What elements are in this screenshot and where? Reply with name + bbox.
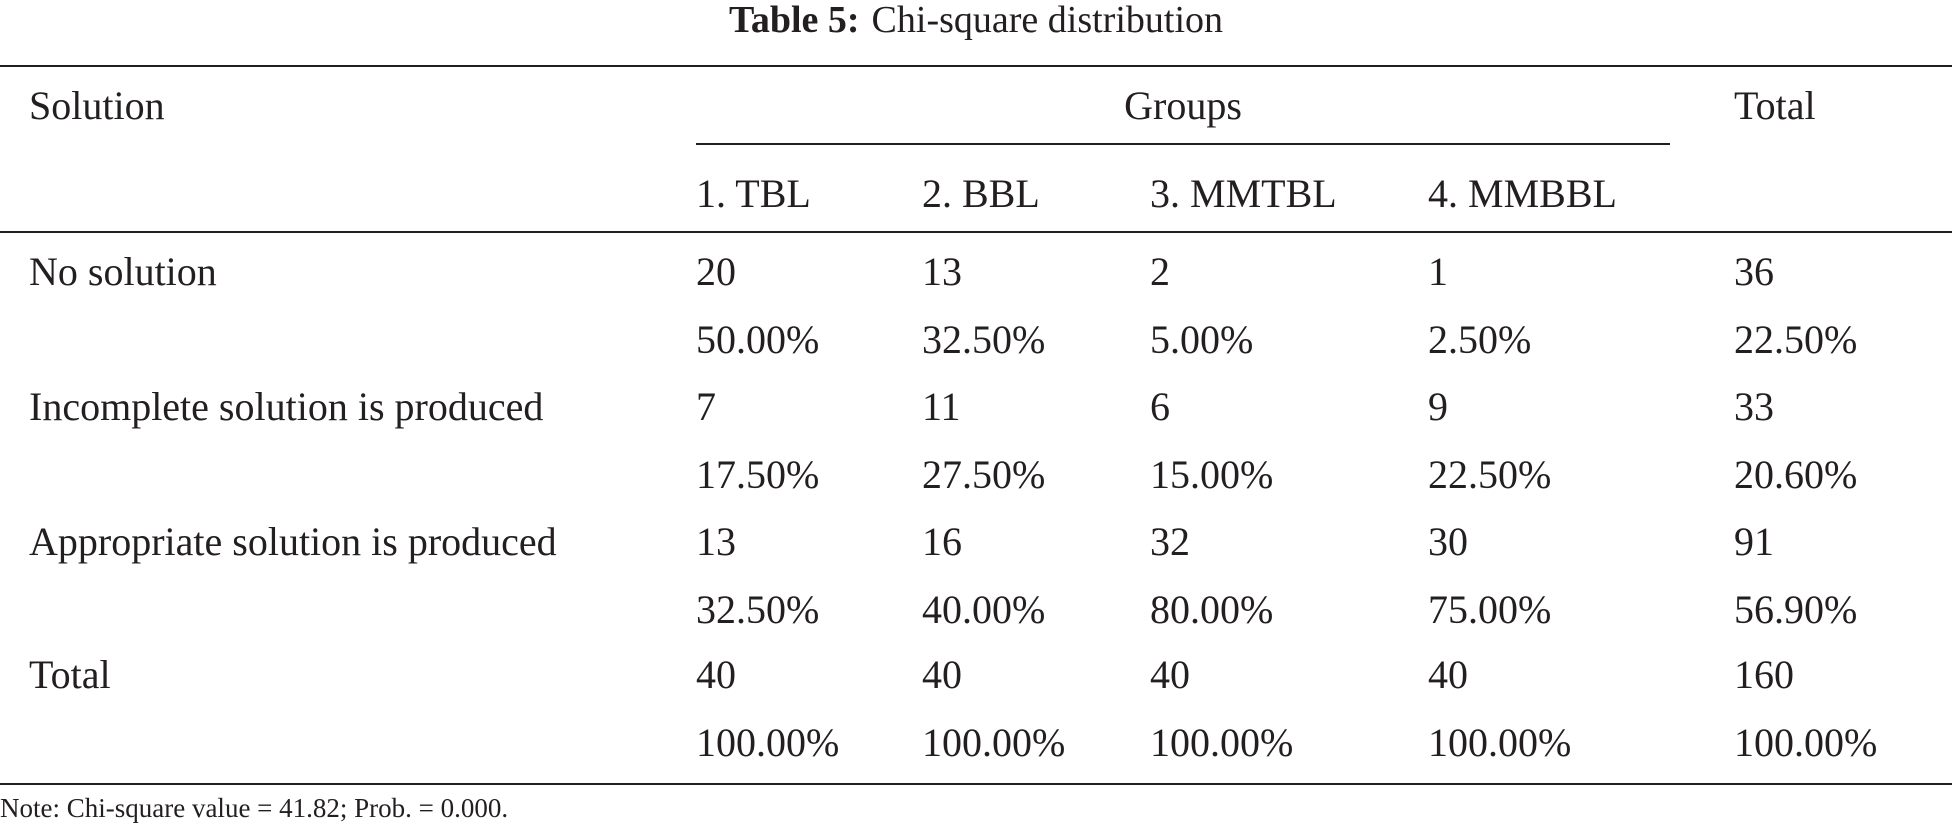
total-count-cell: 160 bbox=[1734, 652, 1794, 697]
total-percent-cell: 100.00% bbox=[1734, 720, 1878, 765]
table-caption: Table 5: Chi-square distribution bbox=[0, 0, 1952, 40]
table-caption-label: Table 5: bbox=[728, 0, 860, 41]
total-count-cell: 33 bbox=[1734, 384, 1774, 429]
row-label: Appropriate solution is produced bbox=[29, 519, 557, 564]
header-group-tbl: 1. TBL bbox=[696, 171, 811, 216]
count-cell: 40 bbox=[1428, 652, 1468, 697]
count-cell: 40 bbox=[696, 652, 736, 697]
count-cell: 40 bbox=[922, 652, 962, 697]
total-percent-cell: 20.60% bbox=[1734, 452, 1858, 497]
header-bottom-rule bbox=[0, 231, 1952, 233]
percent-cell: 17.50% bbox=[696, 452, 820, 497]
percent-cell: 32.50% bbox=[922, 317, 1046, 362]
count-cell: 13 bbox=[696, 519, 736, 564]
percent-cell: 5.00% bbox=[1150, 317, 1254, 362]
groups-underline-rule bbox=[696, 143, 1670, 145]
percent-cell: 2.50% bbox=[1428, 317, 1532, 362]
header-total: Total bbox=[1734, 83, 1816, 128]
table-bottom-rule bbox=[0, 783, 1952, 785]
percent-cell: 80.00% bbox=[1150, 587, 1274, 632]
count-cell: 1 bbox=[1428, 249, 1448, 294]
table-top-rule bbox=[0, 65, 1952, 67]
percent-cell: 22.50% bbox=[1428, 452, 1552, 497]
count-cell: 2 bbox=[1150, 249, 1170, 294]
count-cell: 16 bbox=[922, 519, 962, 564]
total-percent-cell: 56.90% bbox=[1734, 587, 1858, 632]
percent-cell: 32.50% bbox=[696, 587, 820, 632]
header-group-mmbbl: 4. MMBBL bbox=[1428, 171, 1617, 216]
count-cell: 32 bbox=[1150, 519, 1190, 564]
header-solution: Solution bbox=[29, 83, 165, 128]
header-groups: Groups bbox=[1124, 83, 1242, 128]
table-caption-title: Chi-square distribution bbox=[871, 0, 1224, 41]
percent-cell: 100.00% bbox=[922, 720, 1066, 765]
count-cell: 6 bbox=[1150, 384, 1170, 429]
count-cell: 20 bbox=[696, 249, 736, 294]
percent-cell: 100.00% bbox=[1150, 720, 1294, 765]
count-cell: 40 bbox=[1150, 652, 1190, 697]
percent-cell: 100.00% bbox=[696, 720, 840, 765]
total-percent-cell: 22.50% bbox=[1734, 317, 1858, 362]
header-group-mmtbl: 3. MMTBL bbox=[1150, 171, 1337, 216]
total-count-cell: 36 bbox=[1734, 249, 1774, 294]
row-label: No solution bbox=[29, 249, 217, 294]
count-cell: 9 bbox=[1428, 384, 1448, 429]
count-cell: 30 bbox=[1428, 519, 1468, 564]
count-cell: 13 bbox=[922, 249, 962, 294]
percent-cell: 40.00% bbox=[922, 587, 1046, 632]
percent-cell: 100.00% bbox=[1428, 720, 1572, 765]
total-count-cell: 91 bbox=[1734, 519, 1774, 564]
count-cell: 7 bbox=[696, 384, 716, 429]
percent-cell: 75.00% bbox=[1428, 587, 1552, 632]
row-label: Total bbox=[29, 652, 111, 697]
percent-cell: 50.00% bbox=[696, 317, 820, 362]
percent-cell: 27.50% bbox=[922, 452, 1046, 497]
header-group-bbl: 2. BBL bbox=[922, 171, 1040, 216]
table-note: Note: Chi-square value = 41.82; Prob. = … bbox=[0, 793, 509, 823]
percent-cell: 15.00% bbox=[1150, 452, 1274, 497]
row-label: Incomplete solution is produced bbox=[29, 384, 544, 429]
count-cell: 11 bbox=[922, 384, 961, 429]
